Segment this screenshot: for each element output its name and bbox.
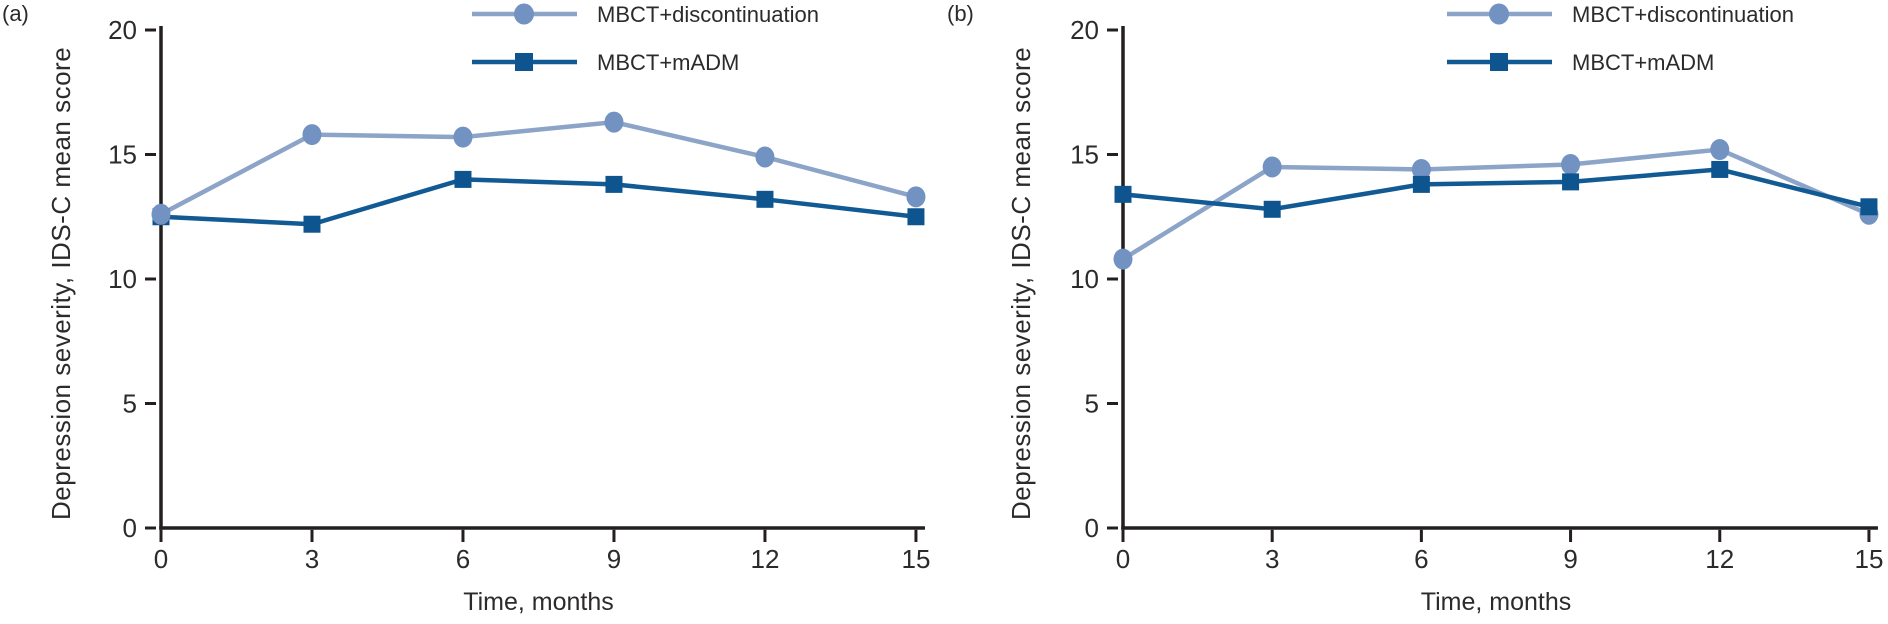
- legend-label: MBCT+mADM: [597, 50, 739, 75]
- panel-label-a: (a): [2, 1, 29, 26]
- series-marker-circle: [755, 146, 775, 168]
- series-marker-square: [1562, 173, 1580, 191]
- legend-label: MBCT+mADM: [1572, 50, 1714, 75]
- legend-marker-square: [1490, 53, 1508, 71]
- legend-marker-circle: [514, 3, 534, 25]
- panel-label-b: (b): [947, 1, 974, 26]
- y-tick-label: 10: [1070, 264, 1099, 294]
- y-tick-label: 20: [108, 15, 137, 45]
- y-tick-label: 0: [1085, 513, 1099, 543]
- x-tick-label: 12: [1705, 544, 1734, 574]
- panel-b: (b) Depression severity, IDS-C mean scor…: [944, 0, 1888, 624]
- x-axis-title: Time, months: [1420, 588, 1572, 616]
- x-axis-title: Time, months: [463, 588, 614, 616]
- y-tick-label: 15: [1070, 140, 1099, 170]
- series-line-0: [159, 119, 917, 217]
- y-tick-label: 10: [108, 264, 137, 294]
- y-tick-label: 20: [1070, 15, 1099, 45]
- chart-a-canvas: 0 5 10 15 20 0 3 6 9 12 15 MBCT+discontinuation MBCT…: [108, 2, 930, 574]
- x-tick-label: 12: [750, 544, 779, 574]
- x-tick-label: 3: [1265, 544, 1279, 574]
- y-tick-label: 5: [1085, 389, 1099, 419]
- series-marker-circle: [604, 111, 624, 133]
- chart-b-canvas: 0 5 10 15 20 0 3 6 9 12 15 MBCT+discontinuation MBCT…: [1070, 2, 1883, 574]
- series-line-0: [1121, 147, 1870, 261]
- legend-marker-circle: [1489, 3, 1509, 25]
- series-line-1: [160, 177, 917, 227]
- y-tick-label: 15: [108, 140, 137, 170]
- x-tick-label: 9: [1563, 544, 1577, 574]
- series-marker-circle: [1710, 139, 1730, 161]
- series-marker-square: [605, 175, 623, 193]
- y-tick-label: 5: [123, 389, 137, 419]
- x-tick-label: 0: [154, 544, 168, 574]
- series-marker-circle: [1561, 153, 1581, 175]
- series-marker-square: [1711, 160, 1729, 178]
- legend-marker-square: [515, 53, 533, 71]
- series-marker-circle: [453, 126, 473, 148]
- series-marker-circle: [302, 124, 322, 146]
- x-tick-label: 3: [305, 544, 319, 574]
- series-marker-circle: [1262, 156, 1282, 178]
- series-marker-circle: [151, 203, 171, 225]
- series-line-1: [1122, 167, 1870, 212]
- legend-label: MBCT+discontinuation: [597, 2, 819, 27]
- series-marker-square: [1860, 198, 1878, 216]
- panel-a: (a) Depression severity, IDS-C mean scor…: [2, 1, 930, 616]
- series-marker-square: [1412, 175, 1430, 193]
- series-marker-circle: [1411, 158, 1431, 180]
- x-tick-label: 6: [456, 544, 470, 574]
- series-marker-circle: [906, 186, 926, 208]
- series-marker-square: [454, 170, 472, 188]
- x-tick-label: 9: [607, 544, 621, 574]
- series-marker-square: [907, 208, 925, 226]
- series-marker-square: [303, 215, 321, 233]
- y-tick-label: 0: [123, 513, 137, 543]
- x-tick-label: 15: [1854, 544, 1883, 574]
- x-tick-label: 0: [1116, 544, 1130, 574]
- series-marker-square: [1263, 200, 1281, 218]
- x-tick-label: 6: [1414, 544, 1428, 574]
- legend-label: MBCT+discontinuation: [1572, 2, 1794, 27]
- x-tick-label: 15: [901, 544, 930, 574]
- series-marker-square: [1114, 185, 1132, 203]
- series-marker-square: [756, 190, 774, 208]
- series-marker-circle: [1113, 248, 1133, 270]
